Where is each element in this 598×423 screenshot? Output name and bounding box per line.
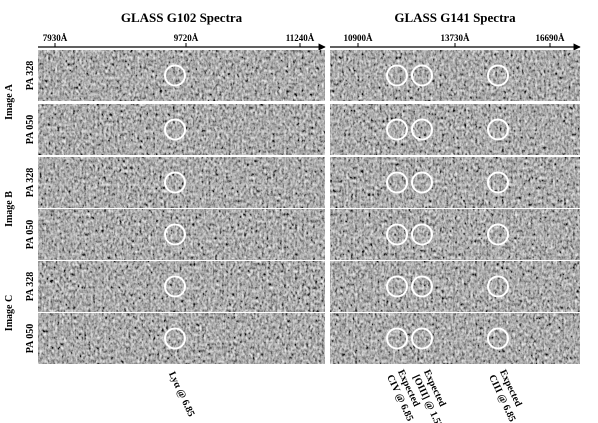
annotation: Lyα @ 6.85 <box>166 370 196 419</box>
line-marker <box>411 275 433 298</box>
row-label: PA 050 <box>25 324 36 354</box>
spectrum-noise <box>38 157 325 208</box>
line-marker <box>386 64 408 87</box>
line-marker <box>164 327 186 350</box>
tick-label: 7930Å <box>43 33 68 43</box>
line-marker <box>164 171 186 194</box>
line-marker <box>487 327 509 350</box>
line-marker <box>411 171 433 194</box>
image-label: Image A <box>4 83 15 120</box>
row-label: PA 050 <box>25 220 36 250</box>
layer: GLASS G102 Spectra 7930Å 9720Å 11240Å GLASS … <box>4 10 581 423</box>
line-marker <box>386 275 408 298</box>
spectrum-noise <box>330 261 580 312</box>
tick-label: 9720Å <box>174 33 199 43</box>
spectrum-noise <box>38 50 325 101</box>
line-marker <box>386 118 408 141</box>
line-marker <box>487 171 509 194</box>
tick-label: 11240Å <box>286 33 315 43</box>
line-marker <box>487 275 509 298</box>
column-title: GLASS G102 Spectra <box>121 10 243 25</box>
spectrum-noise <box>38 104 325 155</box>
spectrum-noise <box>38 209 325 260</box>
line-marker <box>164 64 186 87</box>
line-marker <box>487 64 509 87</box>
spectrum-noise <box>330 104 580 155</box>
column-title: GLASS G141 Spectra <box>394 10 516 25</box>
image-label: Image B <box>4 191 15 227</box>
tick-label: 13730Å <box>441 33 471 43</box>
line-marker <box>487 223 509 246</box>
line-marker <box>386 327 408 350</box>
line-marker <box>411 327 433 350</box>
image-label: Image C <box>4 295 15 331</box>
line-marker <box>411 64 433 87</box>
line-marker <box>164 275 186 298</box>
line-marker <box>386 223 408 246</box>
spectrum-noise <box>330 50 580 101</box>
line-marker <box>386 171 408 194</box>
tick-label: 10900Å <box>344 33 374 43</box>
line-marker <box>164 223 186 246</box>
spectrum-noise <box>38 313 325 364</box>
annotation-line: Lyα @ 6.85 <box>166 370 196 419</box>
spectrum-noise <box>330 209 580 260</box>
row-label: PA 328 <box>25 272 36 302</box>
line-marker <box>164 118 186 141</box>
spectrum-noise <box>330 157 580 208</box>
tick-label: 16690Å <box>536 33 566 43</box>
spectrum-noise <box>38 261 325 312</box>
row-label: PA 328 <box>25 168 36 198</box>
spectrum-noise <box>330 313 580 364</box>
line-marker <box>487 118 509 141</box>
line-marker <box>411 223 433 246</box>
row-label: PA 050 <box>25 115 36 145</box>
line-marker <box>411 118 433 141</box>
row-label: PA 328 <box>25 61 36 91</box>
